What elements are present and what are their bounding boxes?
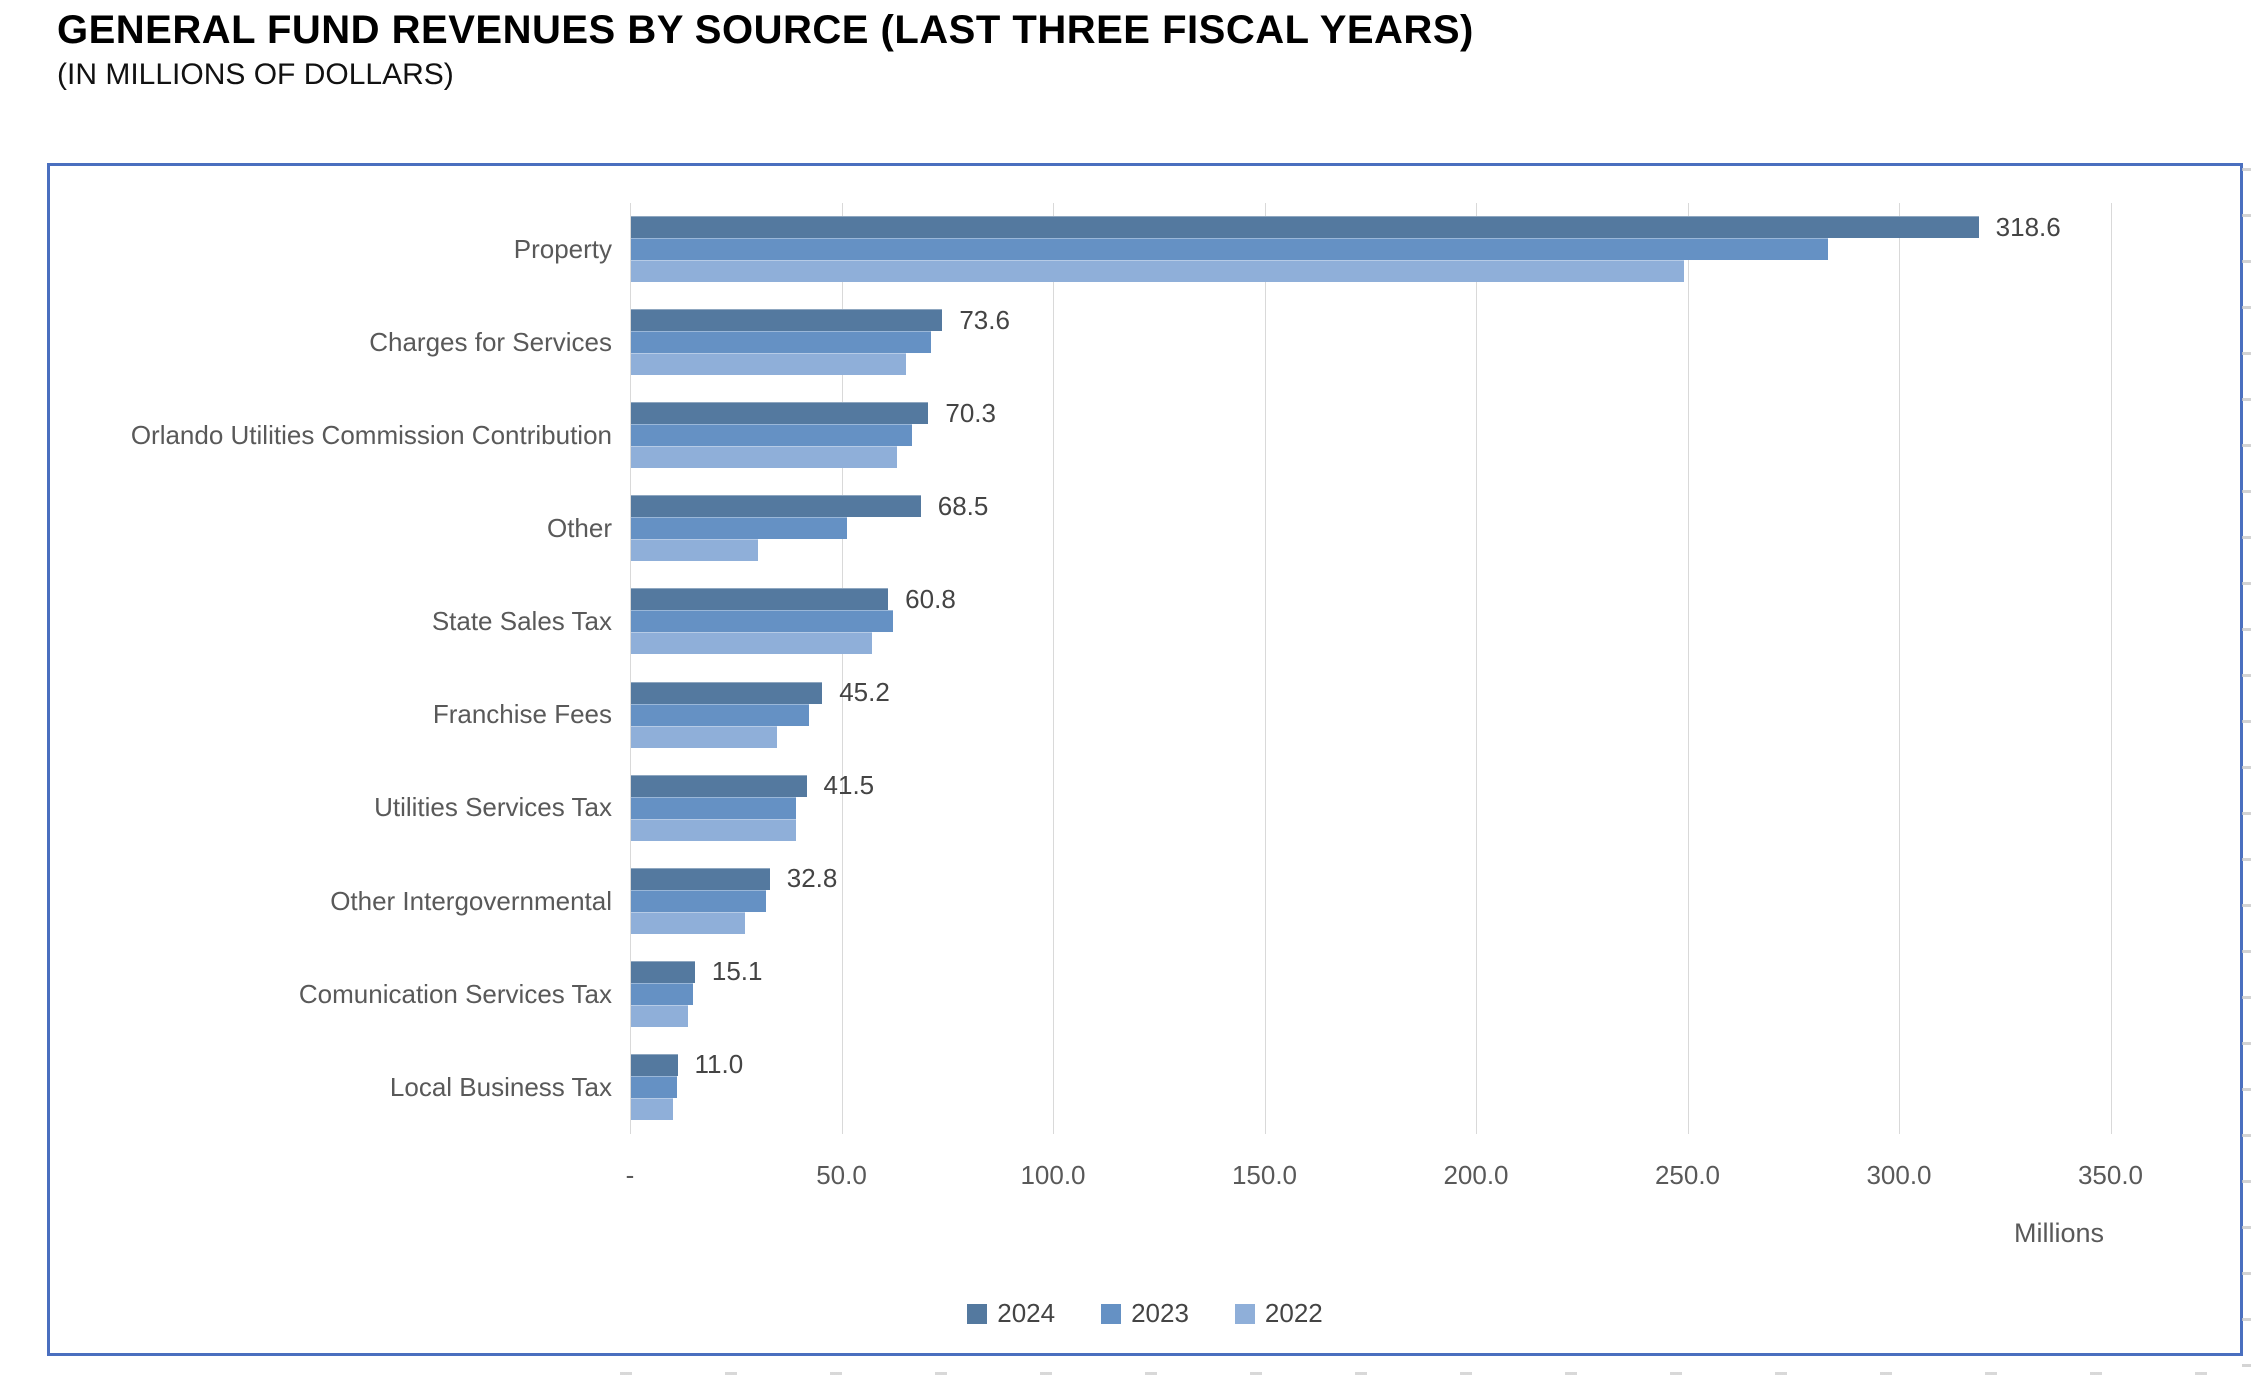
bar-2022 (631, 1097, 674, 1120)
bar-2024 (631, 681, 823, 704)
category-label: Charges for Services (369, 326, 612, 357)
bar-value-label: 32.8 (786, 863, 838, 894)
bar-2024 (631, 867, 770, 890)
bar-2024 (631, 774, 807, 797)
chart-frame: Millions 2024 2023 2022 - 50.0 100.0 150.0 200… (47, 163, 2243, 1356)
page-title: GENERAL FUND REVENUES BY SOURCE (LAST TH… (57, 8, 1474, 52)
bar-2022 (631, 632, 873, 655)
gridline-350 (2110, 203, 2112, 1134)
bar-2022 (631, 911, 746, 934)
bar-2023 (631, 703, 809, 726)
x-tick-label: 150.0 (1231, 1160, 1298, 1190)
x-tick-label: 250.0 (1654, 1160, 1721, 1190)
bar-2024 (631, 402, 929, 425)
worksheet-row-marks (2242, 168, 2251, 1373)
bar-value-label: 45.2 (839, 677, 890, 707)
bar-2023 (631, 1075, 677, 1098)
bar-2024 (631, 588, 889, 611)
legend-item-2023: 2023 (1101, 1298, 1189, 1329)
category-label: Franchise Fees (432, 699, 612, 730)
bar-2022 (631, 353, 906, 376)
bar-2023 (631, 610, 894, 633)
bar-2023 (631, 424, 913, 447)
bar-2022 (631, 446, 898, 469)
legend-swatch-2022 (1234, 1303, 1255, 1324)
page-subtitle: (IN MILLIONS OF DOLLARS) (57, 58, 454, 91)
bar-value-label: 41.5 (823, 770, 875, 801)
category-label: Other Intergovernmental (330, 885, 612, 916)
x-tick-label: 350.0 (2077, 1160, 2144, 1190)
gridline-0 (630, 203, 631, 1134)
bar-2022 (631, 818, 796, 841)
category-label: Other (546, 513, 612, 544)
category-label: Local Business Tax (389, 1071, 612, 1102)
gridline-250 (1687, 203, 1689, 1134)
category-label: Comunication Services Tax (298, 978, 612, 1009)
x-tick-label: 50.0 (816, 1160, 867, 1190)
bar-value-label: 73.6 (959, 304, 1010, 335)
bar-2022 (631, 260, 1685, 282)
category-label: Property (513, 233, 612, 264)
bar-2024 (631, 960, 695, 983)
bar-value-label: 60.8 (905, 583, 956, 614)
legend-item-2024: 2024 (967, 1298, 1055, 1329)
gridline-300 (1899, 203, 1900, 1134)
bar-2024 (631, 495, 921, 518)
x-tick-label: 200.0 (1443, 1160, 1509, 1190)
x-tick-label: - (625, 1160, 635, 1190)
bar-2022 (631, 539, 758, 562)
category-label: Orlando Utilities Commission Contributio… (130, 420, 612, 451)
bar-value-label: 11.0 (694, 1049, 744, 1080)
bar-2023 (631, 517, 847, 540)
bar-2022 (631, 725, 777, 748)
bar-2023 (631, 796, 796, 819)
bar-2024 (631, 216, 1979, 238)
bar-2024 (631, 309, 943, 332)
bar-2023 (631, 889, 767, 912)
x-tick-label: 300.0 (1866, 1160, 1932, 1190)
bar-value-label: 318.6 (1995, 211, 2061, 242)
gridline-200 (1476, 203, 1477, 1134)
gridline-100 (1053, 203, 1054, 1134)
bar-2023 (631, 238, 1829, 260)
gridline-150 (1264, 203, 1266, 1134)
bar-2024 (631, 1053, 678, 1076)
x-tick-label: 100.0 (1020, 1160, 1086, 1190)
category-label: Utilities Services Tax (374, 792, 612, 823)
bar-2022 (631, 1004, 689, 1027)
bar-value-label: 68.5 (937, 490, 989, 521)
category-label: State Sales Tax (431, 606, 612, 637)
worksheet-column-marks (620, 1372, 2250, 1375)
legend-label: 2024 (997, 1298, 1056, 1328)
legend-item-2022: 2022 (1234, 1298, 1323, 1329)
legend-label: 2022 (1264, 1298, 1323, 1328)
legend-label: 2023 (1131, 1298, 1189, 1328)
bar-value-label: 70.3 (945, 397, 996, 428)
legend: 2024 2023 2022 (50, 1298, 2240, 1329)
bar-value-label: 15.1 (711, 956, 763, 987)
legend-swatch-2023 (1101, 1303, 1122, 1324)
legend-swatch-2024 (967, 1303, 988, 1324)
gridline-50 (841, 203, 843, 1134)
bar-2023 (631, 331, 932, 354)
x-axis-title: Millions (2013, 1218, 2104, 1248)
bar-2023 (631, 982, 694, 1005)
